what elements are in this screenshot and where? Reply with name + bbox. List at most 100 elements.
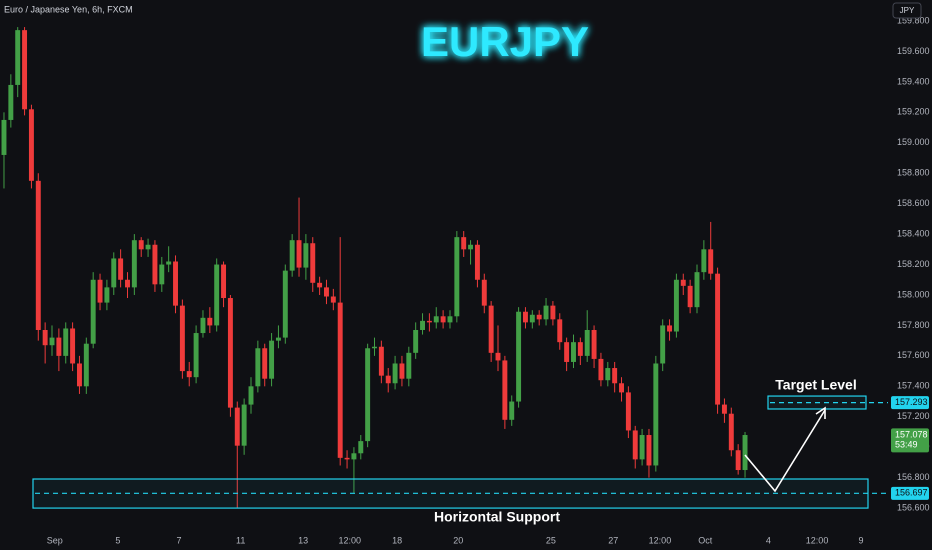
candle-body [248,386,254,405]
candle-body [56,337,62,356]
level-name: Target Level [775,377,856,393]
candle-body [324,287,329,297]
y-tick-label: 158.600 [897,198,930,208]
candle-body [138,240,144,250]
x-tick-label: 12:00 [339,535,362,545]
candle-body [639,435,645,460]
x-tick-label: 13 [298,535,308,545]
x-tick-label: 12:00 [806,535,829,545]
y-tick-label: 156.600 [897,502,930,512]
candle-body [227,298,233,408]
level-price-box [891,396,929,410]
candle-body [481,279,487,306]
candle-body [63,328,69,356]
candle-body [598,358,604,381]
price-axis: 156.600156.800157.000157.200157.400157.6… [891,15,930,512]
y-tick-label: 159.600 [897,46,930,56]
candle-body [1,119,7,155]
candle-body [495,352,501,361]
candle-body [742,435,748,471]
x-tick-label: 4 [766,535,771,545]
candle-body [166,261,172,265]
candle-body [625,392,631,431]
candle-body [131,240,137,288]
candle-body [474,244,480,280]
countdown-label: 53:49 [895,440,918,450]
candle-body [502,360,508,420]
chart-title: EURJPY [421,18,589,65]
candle-body [234,407,240,446]
candle-body [303,243,309,268]
x-tick-label: 25 [546,535,556,545]
y-tick-label: 157.800 [897,320,930,330]
x-tick-label: 12:00 [649,535,672,545]
candle-body [392,363,398,384]
currency-button[interactable] [892,2,922,19]
candle-body [330,296,336,303]
x-tick-label: 5 [115,535,120,545]
candle-body [365,348,371,442]
x-tick-label: 11 [236,535,245,545]
candle-body [454,237,460,317]
x-tick-label: 18 [392,535,402,545]
candle-body [317,282,323,288]
candle-body [241,404,247,446]
y-tick-label: 158.000 [897,289,930,299]
candle-body [447,316,453,323]
candle-body [83,343,89,387]
candle-body [612,368,618,384]
level-price-label: 157.293 [895,397,928,407]
candle-body [468,244,474,250]
y-tick-label: 159.800 [897,15,930,25]
candle-body [660,325,666,364]
candle-body [152,244,158,285]
y-tick-label: 157.600 [897,350,930,360]
candle-body [413,329,419,353]
x-tick-label: 7 [176,535,181,545]
candle-body [179,305,185,372]
candle-body [385,375,391,384]
candle-body [543,305,549,320]
candle-body [186,371,192,378]
symbol-info: Euro / Japanese Yen, 6h, FXCM [4,4,133,14]
y-tick-label: 159.200 [897,107,930,117]
candle-body [42,329,48,346]
y-tick-label: 156.800 [897,472,930,482]
x-tick-label: 9 [858,535,863,545]
candle-body [673,279,679,332]
candle-body [426,320,432,323]
candle-body [701,249,707,273]
y-tick-label: 159.400 [897,76,930,86]
candle-body [632,430,638,460]
candle-body [694,272,700,308]
candle-body [461,237,467,250]
candle-body [275,337,281,341]
candle-body [584,329,590,356]
candle-body [173,261,178,306]
candle-body [269,340,275,379]
candle-body [289,240,295,271]
candle-body [145,244,151,250]
x-tick-label: Sep [47,535,63,545]
candle-body [8,84,14,120]
candle-body [200,317,206,334]
last-price-box [891,428,929,453]
level-name: Horizontal Support [434,509,560,525]
y-tick-label: 158.800 [897,168,930,178]
y-tick-label: 157.200 [897,411,930,421]
candle-body [351,453,357,460]
candle-body [522,311,528,323]
candle-body [433,316,439,323]
candle-body [193,333,199,378]
candle-body [619,383,624,393]
candle-body [310,243,316,283]
arrow-head [815,406,826,419]
currency-label[interactable]: JPY [900,6,915,15]
candle-body [571,342,576,362]
candle-body [667,325,673,332]
candle-body [735,450,741,471]
candle-body [125,279,130,288]
candle-body [646,435,652,466]
candle-body [440,316,446,323]
